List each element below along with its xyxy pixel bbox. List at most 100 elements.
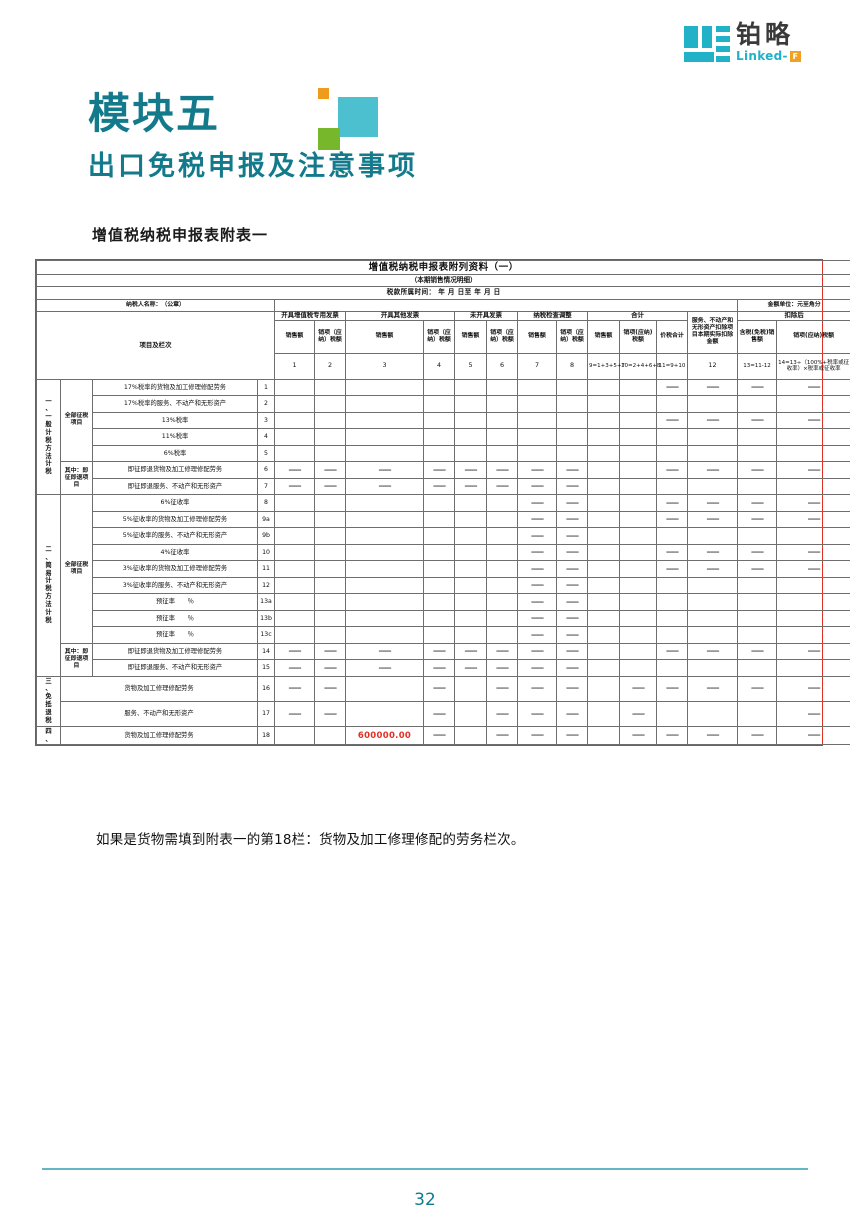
cell-r3-c1[interactable] (274, 411, 315, 430)
cell-r14-c5[interactable]: —— (454, 642, 487, 661)
cell-r6-c8[interactable]: —— (556, 461, 588, 479)
cell-r1-c3[interactable] (345, 378, 424, 397)
cell-r12-c12[interactable] (687, 576, 738, 595)
cell-r1-c14[interactable]: —— (775, 378, 850, 397)
cell-r17-c1[interactable]: —— (274, 700, 315, 727)
cell-r18-c2[interactable] (314, 725, 346, 746)
cell-r2-c7[interactable] (517, 395, 557, 413)
cell-r17-c8[interactable]: —— (556, 700, 588, 727)
cell-r9a-c1[interactable] (274, 510, 315, 529)
cell-r8-c10[interactable] (619, 494, 657, 512)
cell-r4-c10[interactable] (619, 428, 657, 446)
cell-r12-c5[interactable] (454, 576, 487, 595)
cell-r2-c2[interactable] (314, 395, 346, 413)
cell-r11-c4[interactable] (423, 560, 455, 578)
cell-r7-c7[interactable]: —— (517, 477, 557, 496)
cell-r13a-c13[interactable] (737, 593, 777, 611)
cell-r13c-c3[interactable] (345, 626, 424, 644)
cell-r18-c13[interactable]: —— (737, 725, 777, 746)
cell-r8-c1[interactable] (274, 494, 315, 512)
cell-r9b-c4[interactable] (423, 527, 455, 545)
cell-r12-c6[interactable] (486, 576, 518, 595)
cell-r12-c14[interactable] (775, 576, 850, 595)
cell-r7-c12[interactable] (687, 477, 738, 496)
cell-r18-c14[interactable]: —— (775, 725, 850, 746)
cell-r14-c8[interactable]: —— (556, 642, 588, 661)
cell-r9a-c2[interactable] (314, 510, 346, 529)
cell-r1-c7[interactable] (517, 378, 557, 397)
cell-r2-c10[interactable] (619, 395, 657, 413)
cell-r16-c7[interactable]: —— (517, 675, 557, 702)
cell-r11-c11[interactable]: —— (656, 560, 688, 578)
cell-r10-c10[interactable] (619, 543, 657, 562)
cell-r16-c2[interactable]: —— (314, 675, 346, 702)
cell-r13b-c13[interactable] (737, 609, 777, 628)
cell-r2-c14[interactable] (775, 395, 850, 413)
cell-r15-c4[interactable]: —— (423, 659, 455, 677)
cell-r3-c6[interactable] (486, 411, 518, 430)
cell-r16-c9[interactable] (587, 675, 620, 702)
cell-r3-c13[interactable]: —— (737, 411, 777, 430)
cell-r8-c3[interactable] (345, 494, 424, 512)
cell-r11-c10[interactable] (619, 560, 657, 578)
cell-r14-c2[interactable]: —— (314, 642, 346, 661)
cell-r9a-c8[interactable]: —— (556, 510, 588, 529)
cell-r15-c13[interactable] (737, 659, 777, 677)
cell-r3-c10[interactable] (619, 411, 657, 430)
cell-r13c-c13[interactable] (737, 626, 777, 644)
cell-r13a-c7[interactable]: —— (517, 593, 557, 611)
cell-r4-c3[interactable] (345, 428, 424, 446)
cell-r17-c11[interactable] (656, 700, 688, 727)
cell-r11-c2[interactable] (314, 560, 346, 578)
cell-r1-c5[interactable] (454, 378, 487, 397)
cell-r15-c3[interactable]: —— (345, 659, 424, 677)
cell-r14-c10[interactable] (619, 642, 657, 661)
cell-r8-c7[interactable]: —— (517, 494, 557, 512)
cell-r13c-c5[interactable] (454, 626, 487, 644)
cell-r13c-c2[interactable] (314, 626, 346, 644)
cell-r11-c14[interactable]: —— (775, 560, 850, 578)
cell-r13b-c11[interactable] (656, 609, 688, 628)
cell-r1-c8[interactable] (556, 378, 588, 397)
cell-r13b-c10[interactable] (619, 609, 657, 628)
cell-r3-c11[interactable]: —— (656, 411, 688, 430)
cell-r6-c13[interactable]: —— (737, 461, 777, 479)
cell-r13c-c14[interactable] (775, 626, 850, 644)
cell-r5-c10[interactable] (619, 444, 657, 463)
cell-r6-c9[interactable] (587, 461, 620, 479)
cell-r11-c6[interactable] (486, 560, 518, 578)
cell-r11-c9[interactable] (587, 560, 620, 578)
cell-r13c-c6[interactable] (486, 626, 518, 644)
cell-r13a-c12[interactable] (687, 593, 738, 611)
cell-r13b-c12[interactable] (687, 609, 738, 628)
cell-r10-c2[interactable] (314, 543, 346, 562)
cell-r2-c1[interactable] (274, 395, 315, 413)
cell-r13c-c9[interactable] (587, 626, 620, 644)
cell-r6-c12[interactable]: —— (687, 461, 738, 479)
cell-r13b-c7[interactable]: —— (517, 609, 557, 628)
cell-r13c-c8[interactable]: —— (556, 626, 588, 644)
cell-r16-c5[interactable] (454, 675, 487, 702)
cell-r12-c1[interactable] (274, 576, 315, 595)
cell-r10-c1[interactable] (274, 543, 315, 562)
cell-r15-c12[interactable] (687, 659, 738, 677)
cell-r12-c2[interactable] (314, 576, 346, 595)
cell-r15-c5[interactable]: —— (454, 659, 487, 677)
cell-r13c-c1[interactable] (274, 626, 315, 644)
cell-r2-c4[interactable] (423, 395, 455, 413)
cell-r14-c1[interactable]: —— (274, 642, 315, 661)
cell-r8-c11[interactable]: —— (656, 494, 688, 512)
cell-r10-c8[interactable]: —— (556, 543, 588, 562)
cell-r7-c4[interactable]: —— (423, 477, 455, 496)
cell-r12-c8[interactable]: —— (556, 576, 588, 595)
cell-r4-c2[interactable] (314, 428, 346, 446)
cell-r5-c3[interactable] (345, 444, 424, 463)
cell-r13c-c12[interactable] (687, 626, 738, 644)
cell-r6-c3[interactable]: —— (345, 461, 424, 479)
cell-r3-c2[interactable] (314, 411, 346, 430)
cell-r8-c6[interactable] (486, 494, 518, 512)
cell-r2-c9[interactable] (587, 395, 620, 413)
cell-r13a-c8[interactable]: —— (556, 593, 588, 611)
cell-r13b-c4[interactable] (423, 609, 455, 628)
cell-r13a-c5[interactable] (454, 593, 487, 611)
